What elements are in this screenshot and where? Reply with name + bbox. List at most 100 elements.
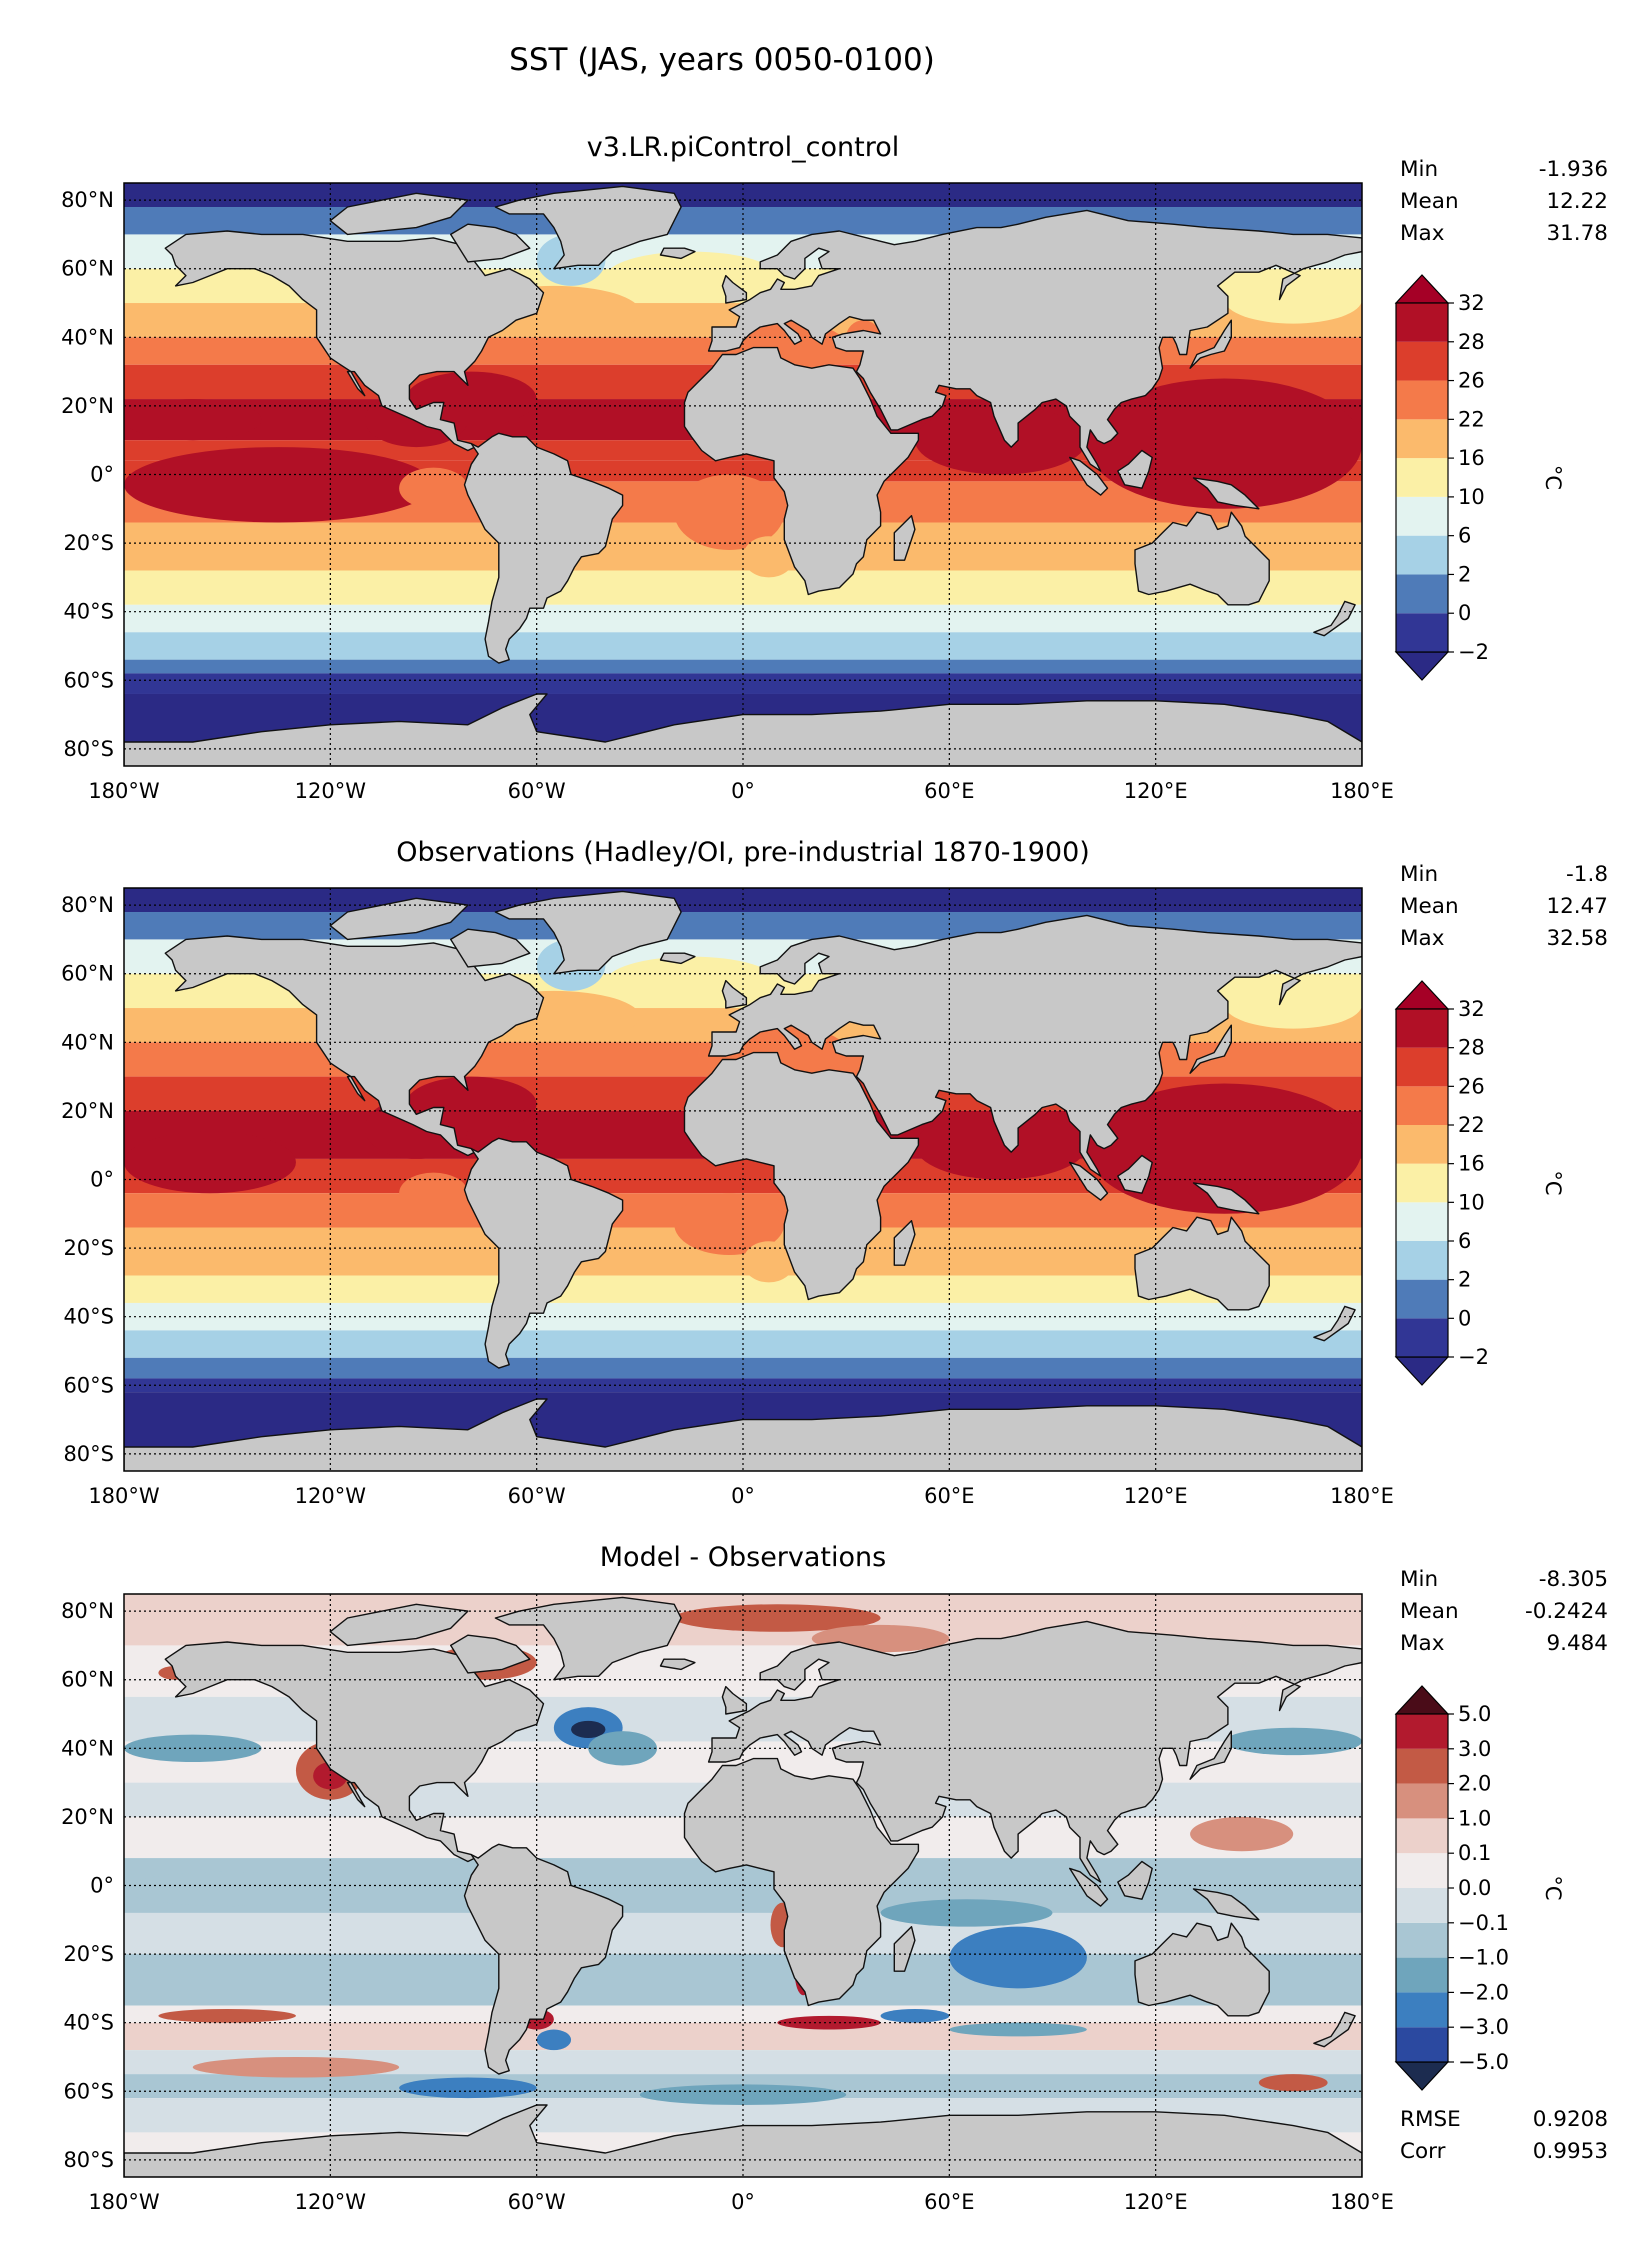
colorbar-swatch xyxy=(1396,341,1448,381)
land-baffin xyxy=(450,1634,531,1674)
lat-tick-label: 40°N xyxy=(61,1736,114,1760)
colorbar-extend-low xyxy=(1394,1356,1450,1386)
colorbar-swatch xyxy=(1396,1009,1448,1048)
land-arctic-islands xyxy=(329,1603,469,1647)
colorbar-extend-low xyxy=(1394,2061,1450,2091)
colorbar-swatch xyxy=(1396,1853,1448,1888)
land-north-america xyxy=(164,935,545,1157)
colorbar-swatch xyxy=(1396,535,1448,575)
lat-tick-label: 20°N xyxy=(61,394,114,418)
stat-value: 0.9208 xyxy=(1533,2107,1608,2132)
lat-tick-label: 60°N xyxy=(61,1668,114,1692)
land-eurasia xyxy=(707,209,1362,472)
gridlines xyxy=(124,888,1362,1471)
colorbar-swatch xyxy=(1396,574,1448,614)
stat-value: -1.936 xyxy=(1539,157,1608,182)
map-frame xyxy=(123,887,1363,1472)
lon-tick-label: 180°W xyxy=(88,2190,160,2214)
land-japan xyxy=(1189,1730,1233,1780)
land-arctic-islands xyxy=(329,897,469,941)
land-south-america xyxy=(463,1137,624,1369)
land-iceland xyxy=(659,247,696,260)
land-new-guinea xyxy=(1192,1888,1260,1921)
panel-title: v3.LR.piControl_control xyxy=(587,132,900,163)
contour-patch xyxy=(674,1193,785,1255)
contour-patch xyxy=(571,1720,606,1739)
land-layer xyxy=(124,185,1362,766)
colorbar-swatch xyxy=(1396,1279,1448,1319)
lat-tick-label: 80°S xyxy=(63,1442,114,1466)
stat-label: Max xyxy=(1400,221,1445,246)
colorbar-swatch xyxy=(1396,1086,1448,1125)
contour-patch xyxy=(124,447,434,523)
lon-tick-label: 180°E xyxy=(1330,2190,1394,2214)
land-japan xyxy=(1189,1024,1233,1074)
land-sumatra xyxy=(1068,456,1109,496)
colorbar-tick-label: 6 xyxy=(1458,524,1471,548)
colorbar-unit-label: °C xyxy=(1541,465,1565,490)
contour-patch xyxy=(399,2077,537,2099)
colorbar-swatch xyxy=(1396,1163,1448,1203)
contour-patch xyxy=(880,1899,1053,1927)
contour-patch xyxy=(949,1926,1087,1989)
lat-tick-label: 60°N xyxy=(61,257,114,281)
lat-tick-label: 40°S xyxy=(63,600,114,624)
stat-label: Mean xyxy=(1400,894,1459,919)
lat-tick-label: 40°S xyxy=(63,1305,114,1329)
panel-model: v3.LR.piControl_control 80°N 60°N 40°N 20°N 0… xyxy=(61,132,1608,803)
land-madagascar xyxy=(893,1925,916,1972)
colorbar-swatch xyxy=(1396,1714,1448,1749)
colorbar-tick-label: 1.0 xyxy=(1458,1806,1491,1830)
contour-patch xyxy=(949,2022,1087,2037)
land-japan xyxy=(1189,319,1233,369)
contour-patch xyxy=(399,1172,468,1214)
contour-patch xyxy=(124,399,262,441)
land-eurasia xyxy=(707,1620,1362,1883)
stat-value: 12.22 xyxy=(1546,189,1608,214)
land-layer xyxy=(124,890,1362,1471)
land-australia xyxy=(1134,511,1270,606)
lon-tick-label: 120°E xyxy=(1124,1484,1188,1508)
colorbar-swatch xyxy=(1396,1047,1448,1087)
contour-patch xyxy=(536,2029,572,2051)
stat-label: Corr xyxy=(1400,2139,1446,2164)
land-new-zealand xyxy=(1313,2011,1356,2048)
land-iceland xyxy=(659,952,696,965)
lon-tick-label: 120°E xyxy=(1124,2190,1188,2214)
land-north-america xyxy=(164,230,545,452)
colorbar-swatch xyxy=(1396,1125,1448,1164)
lat-tick-label: 20°S xyxy=(63,1942,114,1966)
land-baffin xyxy=(450,928,531,968)
contour-patch xyxy=(880,2008,950,2023)
stat-value: 9.484 xyxy=(1546,1631,1608,1656)
lon-tick-label: 60°E xyxy=(924,779,975,803)
colorbar-swatch xyxy=(1396,613,1448,652)
land-australia xyxy=(1134,1922,1270,2017)
colorbar-tick-label: −5.0 xyxy=(1458,2050,1509,2074)
colorbar-tick-label: 16 xyxy=(1458,1152,1485,1176)
colorbar-tick-label: 0.1 xyxy=(1458,1841,1491,1865)
land-south-america xyxy=(463,1843,624,2075)
colorbar-swatch xyxy=(1396,1992,1448,2028)
colorbar-tick-label: 28 xyxy=(1458,1036,1485,1060)
land-new-zealand xyxy=(1313,600,1356,637)
stat-label: Max xyxy=(1400,1631,1445,1656)
colorbar-unit-label: °C xyxy=(1541,1875,1565,1900)
contour-patch xyxy=(674,474,785,550)
colorbar-tick-label: 2.0 xyxy=(1458,1772,1491,1796)
colorbar-tick-label: 10 xyxy=(1458,485,1485,509)
colorbar-tick-label: 22 xyxy=(1458,407,1485,431)
land-iceland xyxy=(659,1658,696,1671)
lat-tick-label: 60°S xyxy=(63,668,114,692)
land-sumatra xyxy=(1068,1161,1109,1201)
lat-tick-label: 60°N xyxy=(61,962,114,986)
colorbar-tick-label: −2.0 xyxy=(1458,1980,1509,2004)
lat-tick-label: 20°N xyxy=(61,1099,114,1123)
land-uk xyxy=(721,1685,748,1715)
lat-tick-label: 80°S xyxy=(63,737,114,761)
panel-diff: Model - Observations 80°N 60°N 40°N 20°N 0° 20… xyxy=(61,1542,1608,2214)
colorbar-swatch xyxy=(1396,419,1448,459)
lon-tick-label: 120°E xyxy=(1124,779,1188,803)
stat-value: -8.305 xyxy=(1539,1567,1608,1592)
